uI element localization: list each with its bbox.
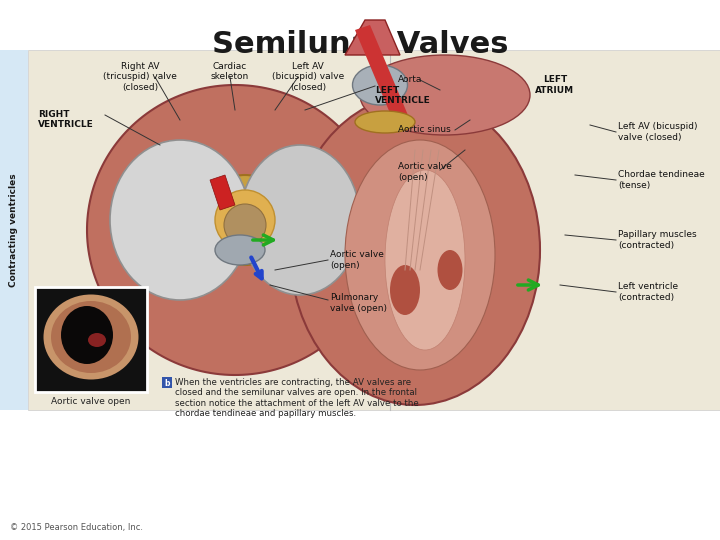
Text: Chordae tendineae
(tense): Chordae tendineae (tense) [618,170,705,190]
Text: Left ventricle
(contracted): Left ventricle (contracted) [618,282,678,302]
Text: Aortic valve open: Aortic valve open [51,397,131,406]
Bar [28,50,720,410]
Ellipse shape [360,55,530,135]
Polygon shape [210,175,235,210]
Text: Papillary muscles
(contracted): Papillary muscles (contracted) [618,230,697,249]
Text: Aorta: Aorta [398,76,423,84]
Ellipse shape [224,204,266,246]
Ellipse shape [355,111,415,133]
Ellipse shape [390,265,420,315]
Bar [0,50,28,410]
Text: Aortic valve
(open): Aortic valve (open) [398,163,452,181]
Text: Pulmonary
valve (open): Pulmonary valve (open) [330,293,387,313]
Text: Left AV
(bicuspid) valve
(closed): Left AV (bicuspid) valve (closed) [272,62,344,92]
Bar [162,377,172,388]
Bar [35,287,147,392]
Text: When the ventricles are contracting, the AV valves are
closed and the semilunar : When the ventricles are contracting, the… [175,378,419,418]
Text: Cardiac
skeleton: Cardiac skeleton [211,62,249,82]
Ellipse shape [88,333,106,347]
Polygon shape [345,20,400,55]
Text: LEFT
VENTRICLE: LEFT VENTRICLE [375,86,431,105]
Text: LEFT
ATRIUM: LEFT ATRIUM [536,75,575,94]
Ellipse shape [353,65,408,105]
Text: Aortic sinus: Aortic sinus [398,125,451,134]
Text: Aortic valve
(open): Aortic valve (open) [330,251,384,269]
Ellipse shape [110,140,250,300]
Polygon shape [87,85,383,375]
Ellipse shape [290,95,540,405]
Ellipse shape [345,140,495,370]
Text: RIGHT
VENTRICLE: RIGHT VENTRICLE [38,110,94,130]
Ellipse shape [51,301,131,373]
Text: Semilunar Valves: Semilunar Valves [212,30,508,59]
Polygon shape [355,25,410,125]
Text: © 2015 Pearson Education, Inc.: © 2015 Pearson Education, Inc. [10,523,143,532]
Ellipse shape [438,250,462,290]
Ellipse shape [61,306,113,364]
Ellipse shape [215,190,275,250]
Ellipse shape [43,294,138,380]
Ellipse shape [240,145,360,295]
Ellipse shape [215,235,265,265]
Ellipse shape [385,170,465,350]
Text: Right AV
(tricuspid) valve
(closed): Right AV (tricuspid) valve (closed) [103,62,177,92]
Text: Contracting ventricles: Contracting ventricles [9,173,19,287]
Ellipse shape [200,175,290,265]
Text: Left AV (bicuspid)
valve (closed): Left AV (bicuspid) valve (closed) [618,122,698,141]
Text: b: b [164,379,170,388]
